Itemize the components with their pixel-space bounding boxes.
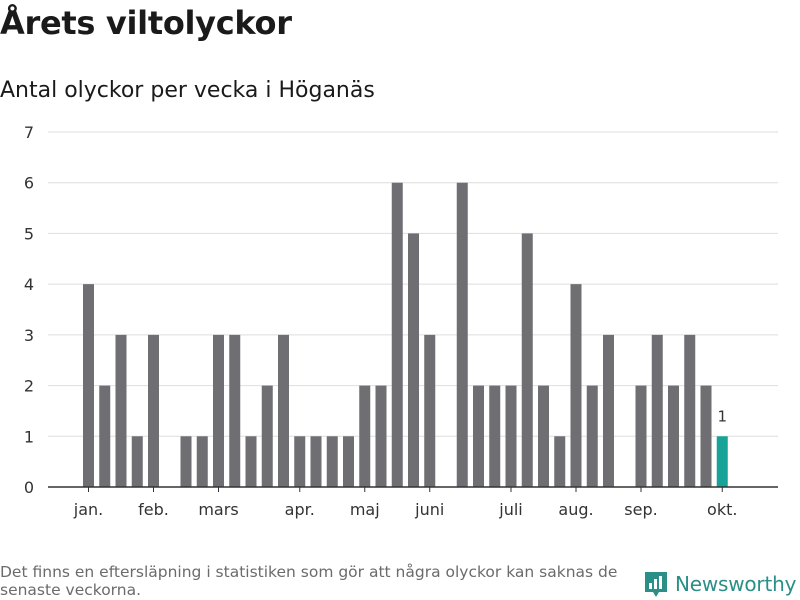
- chart-subtitle: Antal olyckor per vecka i Höganäs: [0, 78, 375, 103]
- bar: [538, 385, 549, 487]
- bar: [310, 436, 322, 487]
- bar: [684, 334, 696, 487]
- bar: [261, 385, 273, 487]
- bar: [213, 334, 224, 487]
- x-tick-label: mars: [198, 500, 238, 519]
- bar: [456, 182, 468, 487]
- y-tick-label: 6: [24, 174, 34, 193]
- chart-title: Årets viltolyckor: [0, 4, 292, 42]
- month-labels: jan. feb. mars apr. maj juni juli aug. sep. okt.: [73, 500, 738, 519]
- bar: [635, 385, 647, 487]
- x-tick-label: okt.: [707, 500, 737, 519]
- y-tick-label: 7: [24, 123, 34, 142]
- brand-name: Newsworthy: [675, 572, 797, 596]
- y-tick-label: 1: [24, 427, 34, 446]
- y-tick-label: 5: [24, 224, 34, 243]
- y-tick-label: 2: [24, 377, 34, 396]
- x-tick-label: maj: [350, 500, 380, 519]
- bar: [196, 436, 208, 487]
- bar: [115, 334, 127, 487]
- data-label: 1: [717, 407, 727, 425]
- bar: [554, 436, 566, 487]
- bar: [343, 436, 354, 487]
- bar: [700, 385, 712, 487]
- bar: [180, 436, 192, 487]
- y-tick-label: 4: [24, 275, 34, 294]
- bar: [245, 436, 257, 487]
- y-axis-ticks: 0 1 2 3 4 5 6 7: [24, 123, 34, 497]
- bars: 1: [83, 182, 728, 487]
- bar: [489, 385, 501, 487]
- bar: [326, 436, 338, 487]
- bar: [99, 385, 111, 487]
- brand[interactable]: Newsworthy: [644, 570, 796, 598]
- x-tick-label: juni: [414, 500, 444, 519]
- x-tick-label: jan.: [73, 500, 103, 519]
- x-axis: [48, 486, 778, 492]
- bar: [668, 385, 679, 487]
- bar: [586, 385, 598, 487]
- y-tick-label: 3: [24, 326, 34, 345]
- x-tick-label: feb.: [138, 500, 169, 519]
- newsworthy-logo-icon: [645, 572, 667, 597]
- bar: [651, 334, 663, 487]
- bar-chart: 1 0 1 2 3 4 5 6 7 jan. feb. mars apr. maj juni juli au…: [24, 123, 778, 519]
- bar-current-week: [716, 436, 728, 487]
- bar: [359, 385, 371, 487]
- bar: [131, 436, 143, 487]
- bar: [375, 385, 387, 487]
- bar: [148, 334, 159, 487]
- bar: [278, 334, 289, 487]
- x-tick-label: apr.: [285, 500, 315, 519]
- bar: [83, 284, 94, 487]
- bar: [408, 233, 419, 487]
- bar: [391, 182, 403, 487]
- bar: [424, 334, 436, 487]
- x-tick-label: juli: [498, 500, 522, 519]
- bar: [473, 385, 484, 487]
- bar: [294, 436, 306, 487]
- footnote: Det finns en eftersläpning i statistiken…: [0, 563, 618, 599]
- bar: [603, 334, 614, 487]
- bar: [570, 284, 582, 487]
- y-tick-label: 0: [24, 478, 34, 497]
- bar: [229, 334, 241, 487]
- x-tick-label: aug.: [558, 500, 593, 519]
- bar: [505, 385, 517, 487]
- x-tick-label: sep.: [624, 500, 657, 519]
- bar: [521, 233, 533, 487]
